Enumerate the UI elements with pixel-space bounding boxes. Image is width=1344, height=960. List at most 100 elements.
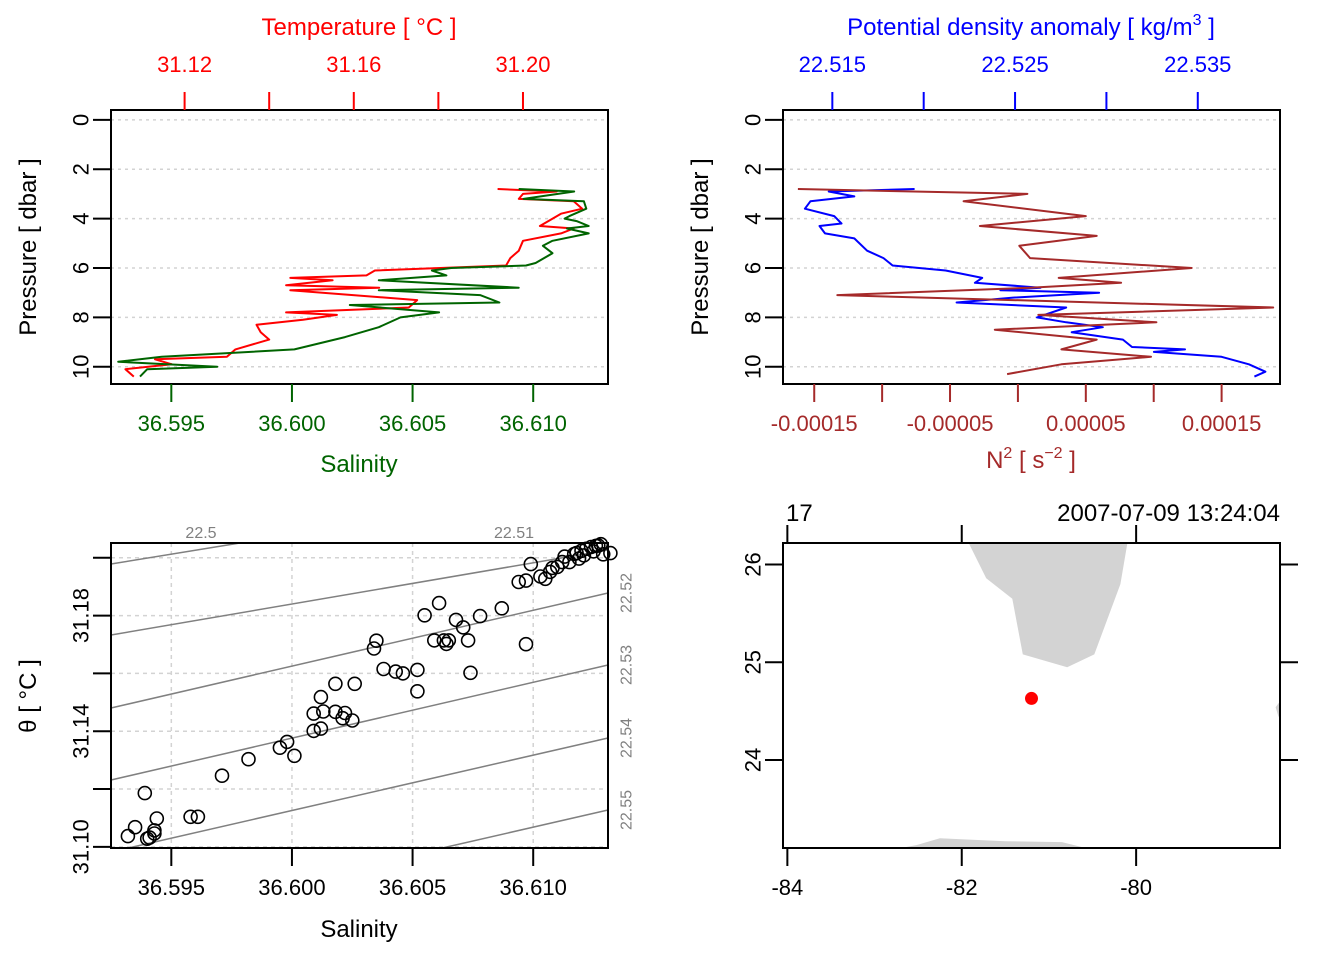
y-tick-label: 10 — [69, 354, 94, 378]
y-tick-label: 8 — [741, 311, 766, 323]
y-tick-label: 4 — [69, 212, 94, 224]
y-axis-title: Pressure [ dbar ] — [15, 158, 42, 335]
x-tick-label: -80 — [1120, 875, 1152, 900]
ts-point — [137, 785, 153, 801]
ts-point — [460, 633, 476, 648]
isopycnal-line — [128, 737, 609, 849]
y-tick-label: 10 — [741, 354, 766, 378]
top-axis-title: Potential density anomaly [ kg/m3 ] — [847, 12, 1215, 41]
ts-point — [595, 546, 611, 562]
land-polygon — [900, 838, 1086, 848]
ts-point — [315, 704, 331, 719]
series-line-n2 — [797, 188, 1275, 376]
grid — [111, 119, 608, 368]
ts-point — [494, 600, 510, 616]
y-axis: 0 2 4 6 8 10 — [741, 114, 783, 379]
axes: -84 -82 -80 24 25 26 — [741, 525, 1298, 900]
y-tick-label: 6 — [69, 262, 94, 274]
y-axis: 0 2 4 6 8 10 — [69, 114, 111, 379]
grid — [111, 543, 608, 848]
bottom-tick-label: 36.600 — [258, 411, 325, 436]
bottom-tick-label: 36.605 — [379, 411, 446, 436]
isopycnal-right-label: 22.55 — [619, 790, 636, 830]
top-tick-label: 22.515 — [799, 52, 866, 77]
series-line-temperature — [124, 188, 584, 378]
ts-point — [588, 538, 604, 554]
series-line-potential-density-anomaly — [803, 188, 1267, 378]
isopycnal-line — [110, 542, 240, 565]
bottom-tick-label: 0.00005 — [1046, 411, 1126, 436]
y-tick-label: 31.18 — [69, 588, 94, 643]
ts-point — [306, 723, 322, 739]
y-tick-label: 0 — [741, 114, 766, 126]
ts-point — [511, 574, 527, 590]
grid — [783, 119, 1280, 368]
n-symbol: N — [986, 447, 1003, 474]
top-axis-temperature: 31.12 31.16 31.20 — [157, 52, 551, 110]
y-tick-label: 0 — [69, 114, 94, 126]
ts-point — [576, 548, 592, 563]
isopycnal-top-label: 22.51 — [494, 525, 534, 542]
ts-point — [120, 828, 136, 844]
ts-point — [127, 819, 143, 835]
bottom-tick-label: 36.595 — [138, 411, 205, 436]
plot-frame — [782, 542, 1281, 849]
bottom-axis-title: N2 [ s−2 ] — [986, 445, 1076, 474]
isopycnal-right-label: 22.52 — [619, 573, 636, 613]
station-time-label: 2007-07-09 13:24:04 — [1057, 500, 1280, 527]
ts-point — [190, 809, 206, 825]
ts-point — [369, 633, 384, 649]
y-tick-label: 31.14 — [69, 704, 94, 759]
ts-point — [431, 595, 447, 611]
top-tick-label: 31.20 — [495, 52, 550, 77]
ts-point — [366, 641, 382, 656]
isopycnal-right-label: 22.54 — [619, 718, 636, 758]
y-axis-title: Pressure [ dbar ] — [687, 158, 714, 335]
ts-point — [328, 676, 343, 692]
unit-open: [ — [1012, 447, 1032, 474]
y-tick-label: 26 — [741, 552, 766, 576]
plot-frame — [110, 109, 609, 385]
isopycnal-right-label: 22.53 — [619, 645, 636, 685]
plot-frame — [782, 109, 1281, 385]
bottom-tick-label: -0.00005 — [907, 411, 994, 436]
ts-point — [518, 573, 534, 588]
ts-point — [523, 556, 539, 572]
ts-point — [183, 809, 198, 825]
land-polygon — [968, 543, 1128, 668]
unit-close: ] — [1063, 447, 1076, 474]
ts-point — [347, 676, 363, 692]
profile-lines — [117, 188, 590, 378]
y-tick-label: 4 — [741, 212, 766, 224]
land-polygons — [900, 543, 1280, 848]
bottom-axis-title: Salinity — [320, 451, 397, 478]
ts-point — [455, 620, 471, 635]
ts-point — [410, 662, 425, 678]
bottom-tick-label: 36.610 — [500, 411, 567, 436]
isopycnal-line — [442, 809, 609, 849]
bottom-axis-salinity: 36.595 36.600 36.605 36.610 — [138, 384, 567, 436]
panel-ts-profile: 0 2 4 6 8 10 31.12 31.16 31.20 36.595 36.600 36.6… — [15, 14, 609, 478]
ts-point — [463, 665, 478, 681]
ts-point — [344, 713, 360, 728]
ts-point — [410, 683, 425, 699]
isopycnal-line — [110, 664, 609, 781]
bottom-axis-n2: -0.00015 -0.00005 0.00005 0.00015 — [771, 384, 1261, 436]
ts-point — [279, 734, 295, 750]
top-axis-density: 22.515 22.525 22.535 — [799, 52, 1231, 110]
top-tick-label: 31.16 — [326, 52, 381, 77]
unit-base: s — [1032, 447, 1044, 474]
ts-point — [603, 545, 618, 561]
y-tick-label: 25 — [741, 650, 766, 674]
superscript: 3 — [1193, 12, 1202, 29]
ts-point — [313, 689, 329, 705]
ts-points — [120, 536, 618, 847]
ts-point — [549, 559, 565, 575]
x-tick-label: 36.610 — [500, 875, 567, 900]
top-tick-label: 31.12 — [157, 52, 212, 77]
x-axis-title: Salinity — [320, 916, 397, 943]
station-number-label: 17 — [786, 500, 813, 527]
y-tick-label: 8 — [69, 311, 94, 323]
